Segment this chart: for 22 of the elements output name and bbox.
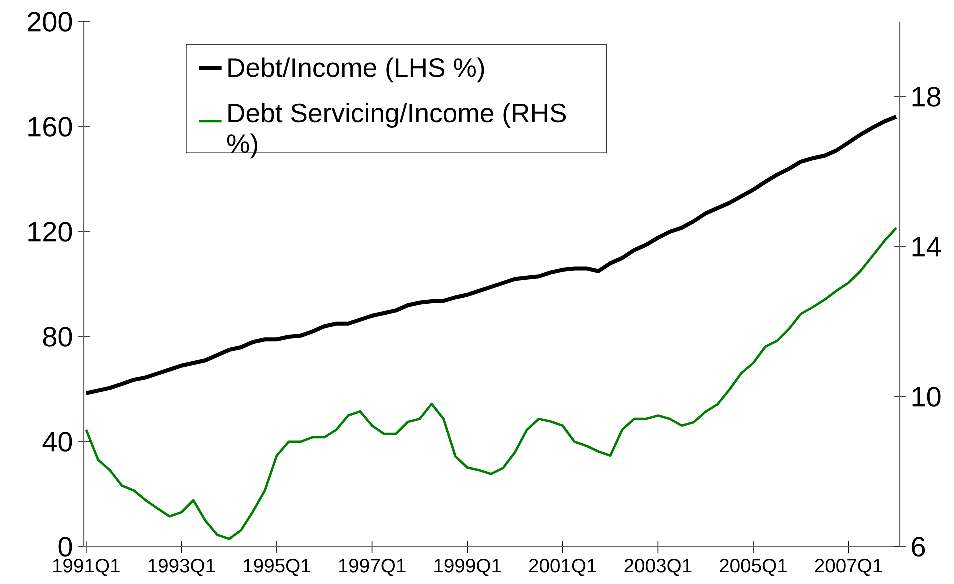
line-series bbox=[85, 227, 898, 540]
legend-label: Debt/Income (LHS %) bbox=[228, 58, 484, 83]
y-tick-label: 80 bbox=[43, 327, 72, 347]
x-tick-label: 1995Q1 bbox=[244, 559, 310, 576]
y2-tick-label: 14 bbox=[912, 237, 942, 257]
y-tick-label: 0 bbox=[58, 537, 72, 557]
x-tick-label: 2007Q1 bbox=[815, 559, 882, 576]
x-tick-label: 1997Q1 bbox=[339, 559, 406, 576]
y2-tick-label: 6 bbox=[912, 537, 926, 557]
y2-tick-label: 10 bbox=[912, 387, 941, 407]
legend-label: Debt Servicing/Income (RHS %) bbox=[227, 103, 566, 159]
x-tick-label: 1999Q1 bbox=[434, 559, 502, 576]
x-tick-label: 1991Q1 bbox=[53, 559, 120, 576]
y-tick-label: 160 bbox=[28, 117, 72, 137]
y2-tick-label: 18 bbox=[912, 87, 941, 107]
y-tick-label: 40 bbox=[42, 432, 72, 452]
y-tick-label: 200 bbox=[28, 12, 72, 32]
x-tick-label: 2005Q1 bbox=[720, 559, 787, 576]
x-tick-label: 2003Q1 bbox=[624, 559, 692, 576]
y-tick-label: 120 bbox=[28, 222, 72, 242]
x-tick-label: 1993Q1 bbox=[148, 559, 216, 576]
x-tick-label: 2001Q1 bbox=[529, 559, 596, 576]
